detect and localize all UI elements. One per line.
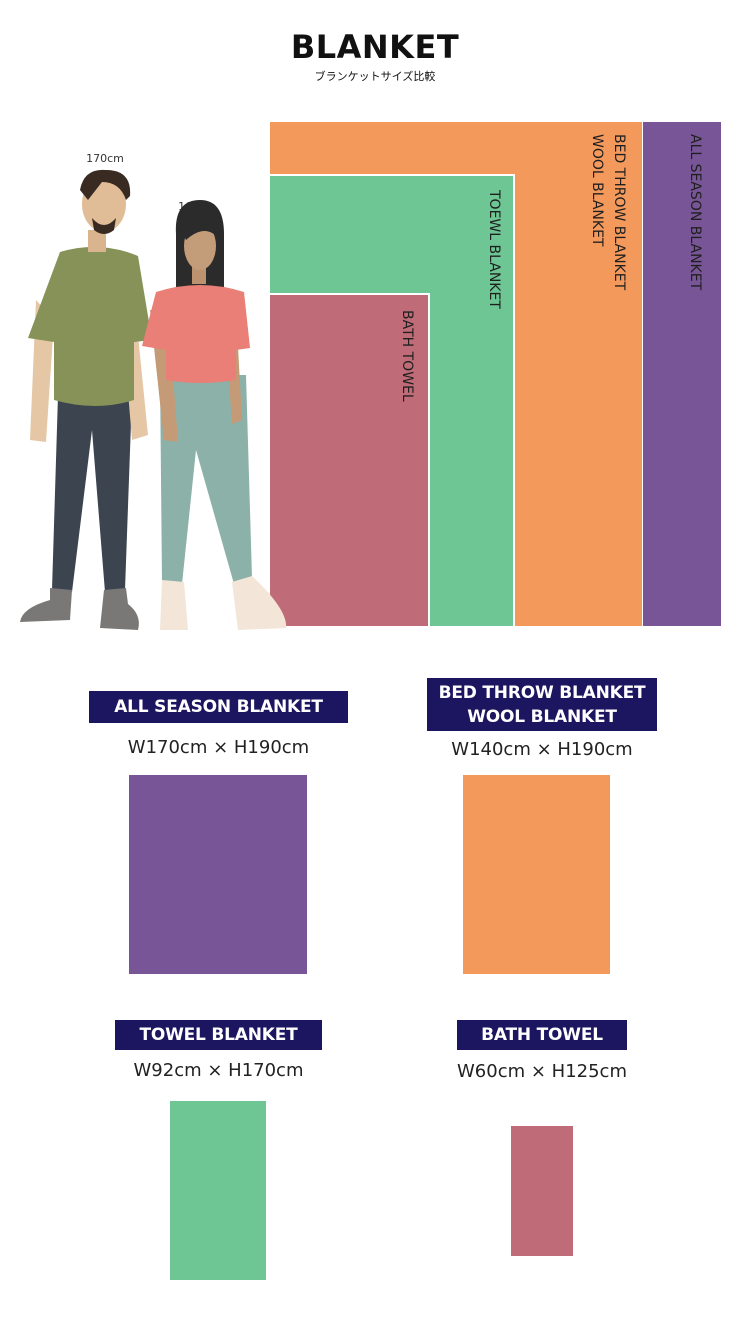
bed-throw-blanket-badge: BED THROW BLANKET WOOL BLANKET — [427, 678, 657, 731]
man-height-label: 170cm — [86, 152, 124, 165]
bath-towel-size: W60cm × H125cm — [457, 1061, 627, 1082]
bath-towel-rect — [270, 293, 430, 626]
towel-blanket-label: TOEWL BLANKET — [486, 190, 502, 309]
all-season-blanket-label: ALL SEASON BLANKET — [687, 134, 703, 291]
all-season-blanket-badge: ALL SEASON BLANKET — [89, 691, 348, 723]
towel-blanket-badge: TOWEL BLANKET — [115, 1020, 322, 1050]
bath-towel-name: BATH TOWEL — [481, 1025, 603, 1045]
bath-towel-swatch — [511, 1126, 573, 1256]
woman-figure — [142, 200, 287, 630]
man-figure — [20, 169, 152, 630]
all-season-blanket-swatch — [129, 775, 307, 974]
bed-throw-blanket-size: W140cm × H190cm — [451, 739, 633, 760]
bath-towel-badge: BATH TOWEL — [457, 1020, 627, 1050]
wool-blanket-name: WOOL BLANKET — [467, 706, 617, 727]
wool-blanket-label: WOOL BLANKET — [589, 134, 605, 247]
towel-blanket-name: TOWEL BLANKET — [139, 1025, 298, 1045]
bed-throw-blanket-label: BED THROW BLANKET — [611, 134, 627, 291]
page-subtitle: ブランケットサイズ比較 — [314, 70, 436, 83]
all-season-blanket-rect — [643, 122, 721, 626]
bed-throw-blanket-name: BED THROW BLANKET — [438, 682, 646, 703]
all-season-blanket-name: ALL SEASON BLANKET — [114, 697, 323, 717]
bed-throw-blanket-swatch — [463, 775, 610, 974]
people-illustration — [20, 169, 287, 630]
towel-blanket-size: W92cm × H170cm — [133, 1060, 304, 1081]
bath-towel-label: BATH TOWEL — [399, 310, 415, 402]
all-season-blanket-size: W170cm × H190cm — [127, 737, 310, 758]
page-title: BLANKET — [290, 28, 460, 66]
towel-blanket-swatch — [170, 1101, 266, 1280]
